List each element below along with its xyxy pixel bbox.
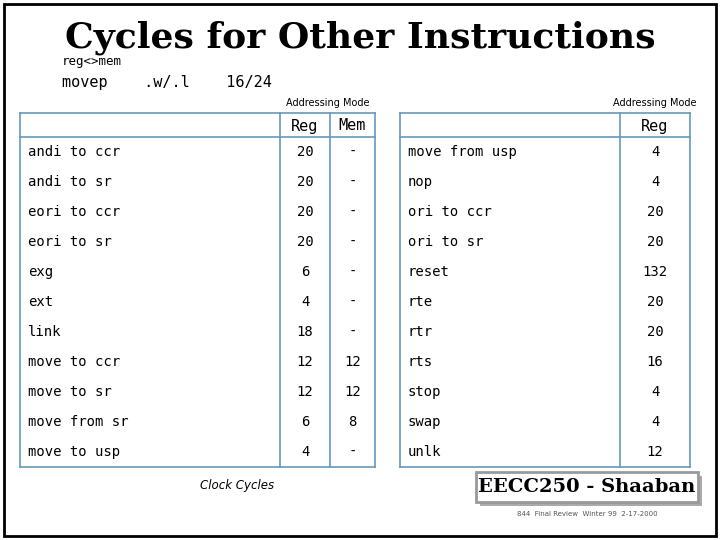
Text: 4: 4: [651, 415, 660, 429]
Text: EECC250 - Shaaban: EECC250 - Shaaban: [478, 478, 696, 496]
Text: 20: 20: [297, 175, 313, 189]
Text: ori to ccr: ori to ccr: [408, 205, 492, 219]
Bar: [480, 476, 702, 506]
Text: exg: exg: [28, 265, 53, 279]
Text: rte: rte: [408, 295, 433, 309]
Text: 20: 20: [647, 295, 663, 309]
Text: -: -: [348, 145, 356, 159]
Text: move to sr: move to sr: [28, 385, 112, 399]
Text: Clock Cycles: Clock Cycles: [200, 478, 274, 491]
Text: move from sr: move from sr: [28, 415, 128, 429]
Text: rts: rts: [408, 355, 433, 369]
Text: Mem: Mem: [339, 118, 366, 133]
Text: Reg: Reg: [292, 118, 319, 133]
Text: movep    .w/.l    16/24: movep .w/.l 16/24: [62, 75, 272, 90]
Text: move to ccr: move to ccr: [28, 355, 120, 369]
Text: -: -: [348, 265, 356, 279]
Text: 4: 4: [301, 295, 309, 309]
Text: 12: 12: [344, 355, 361, 369]
Text: Addressing Mode: Addressing Mode: [286, 98, 369, 108]
Text: 6: 6: [301, 265, 309, 279]
Text: 8: 8: [348, 415, 356, 429]
Text: 844  Final Review  Winter 99  2-17-2000: 844 Final Review Winter 99 2-17-2000: [517, 511, 657, 517]
Text: Reg: Reg: [642, 118, 669, 133]
Bar: [476, 472, 698, 502]
Text: move to usp: move to usp: [28, 445, 120, 459]
Text: nop: nop: [408, 175, 433, 189]
Text: eori to ccr: eori to ccr: [28, 205, 120, 219]
Text: reset: reset: [408, 265, 450, 279]
Text: 132: 132: [642, 265, 667, 279]
Text: andi to sr: andi to sr: [28, 175, 112, 189]
Text: stop: stop: [408, 385, 441, 399]
Text: 18: 18: [297, 325, 313, 339]
Text: rtr: rtr: [408, 325, 433, 339]
Text: unlk: unlk: [408, 445, 441, 459]
Text: 6: 6: [301, 415, 309, 429]
Text: ori to sr: ori to sr: [408, 235, 483, 249]
Text: 20: 20: [297, 235, 313, 249]
Text: 12: 12: [297, 385, 313, 399]
Text: 12: 12: [344, 385, 361, 399]
Text: 12: 12: [297, 355, 313, 369]
Text: move from usp: move from usp: [408, 145, 517, 159]
Text: 12: 12: [647, 445, 663, 459]
Text: 20: 20: [647, 325, 663, 339]
Text: 20: 20: [297, 145, 313, 159]
Text: link: link: [28, 325, 61, 339]
Text: 4: 4: [301, 445, 309, 459]
Text: 4: 4: [651, 175, 660, 189]
Text: Cycles for Other Instructions: Cycles for Other Instructions: [65, 21, 655, 55]
Text: -: -: [348, 295, 356, 309]
Text: andi to ccr: andi to ccr: [28, 145, 120, 159]
Text: 20: 20: [647, 235, 663, 249]
Text: -: -: [348, 325, 356, 339]
Text: -: -: [348, 445, 356, 459]
Text: -: -: [348, 235, 356, 249]
Text: 4: 4: [651, 145, 660, 159]
Text: ext: ext: [28, 295, 53, 309]
Text: swap: swap: [408, 415, 441, 429]
Text: eori to sr: eori to sr: [28, 235, 112, 249]
Text: reg<>mem: reg<>mem: [62, 56, 122, 69]
Text: 20: 20: [647, 205, 663, 219]
Text: 20: 20: [297, 205, 313, 219]
Text: 4: 4: [651, 385, 660, 399]
Text: 16: 16: [647, 355, 663, 369]
Text: -: -: [348, 175, 356, 189]
Text: Addressing Mode: Addressing Mode: [613, 98, 697, 108]
Text: -: -: [348, 205, 356, 219]
